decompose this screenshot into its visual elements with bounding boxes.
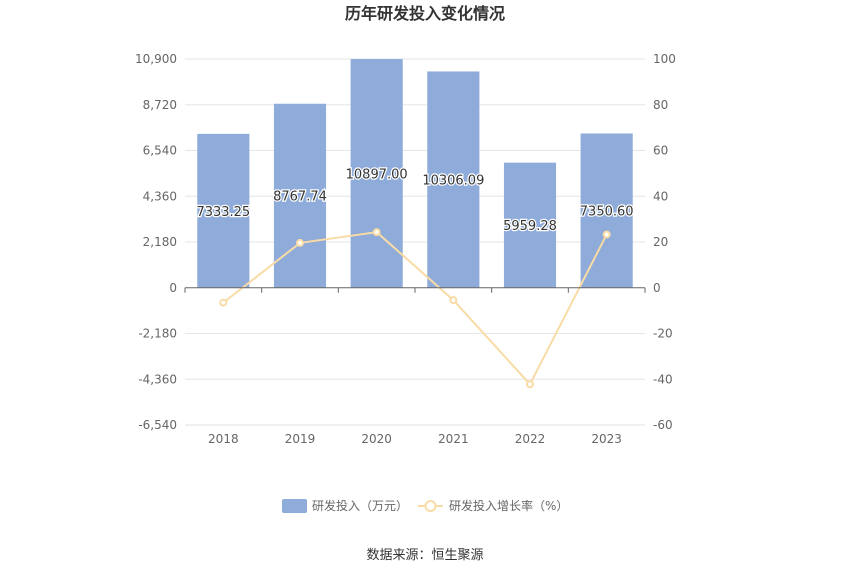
legend-line-label: 研发投入增长率（%） — [449, 498, 568, 513]
legend-line-marker — [424, 500, 437, 512]
right-tick-label: -20 — [653, 327, 673, 341]
left-tick-label: -2,180 — [138, 327, 177, 341]
right-tick-label: 40 — [653, 189, 668, 203]
left-axis: 10,900 8,720 6,540 4,360 2,180 0 -2,180 -4,360 -… — [135, 52, 177, 432]
left-tick-label: -6,540 — [138, 418, 177, 432]
legend-item-bar[interactable]: 研发投入（万元） — [282, 498, 408, 513]
chart-title: 历年研发投入变化情况 — [345, 4, 505, 23]
x-tick-label: 2023 — [591, 432, 622, 446]
left-tick-label: -4,360 — [138, 372, 177, 386]
source-note: 数据来源：恒生聚源 — [366, 548, 483, 563]
bar-series — [197, 59, 633, 288]
bar-2022 — [503, 162, 557, 288]
bar-value-label: 7350.60 — [580, 205, 634, 220]
x-tick-label: 2021 — [438, 432, 469, 446]
legend-item-line[interactable]: 研发投入增长率（%） — [418, 498, 568, 513]
growth-point-2021 — [449, 296, 458, 305]
right-tick-label: 100 — [653, 52, 676, 66]
bar-value-label: 10897.00 — [346, 167, 408, 182]
x-axis: 2018 2019 2020 2021 2022 2023 — [184, 287, 646, 446]
x-tick-label: 2022 — [515, 432, 546, 446]
left-tick-label: 10,900 — [135, 52, 177, 66]
left-tick-label: 6,540 — [143, 144, 177, 158]
bar-value-label: 7333.25 — [196, 205, 250, 220]
growth-point-2023 — [602, 230, 611, 239]
right-tick-label: 0 — [653, 281, 661, 295]
bar-2023 — [580, 133, 633, 288]
bar-value-label: 10306.09 — [422, 174, 484, 189]
growth-rate-line — [222, 231, 608, 387]
legend: 研发投入（万元） 研发投入增长率（%） — [282, 498, 568, 513]
x-tick-label: 2020 — [361, 432, 392, 446]
bar-value-label: 5959.28 — [503, 219, 557, 234]
x-tick-label: 2018 — [208, 432, 239, 446]
bar-2020 — [350, 59, 403, 288]
grid-lines — [185, 58, 645, 426]
growth-point-2018 — [219, 298, 228, 307]
x-tick-label: 2019 — [285, 432, 316, 446]
left-tick-label: 0 — [169, 281, 177, 295]
legend-bar-swatch — [282, 499, 307, 513]
legend-bar-label: 研发投入（万元） — [312, 498, 408, 513]
bar-value-label: 8767.74 — [273, 190, 327, 205]
left-tick-label: 4,360 — [143, 189, 177, 203]
growth-point-2022 — [526, 380, 534, 389]
growth-point-2019 — [296, 238, 304, 247]
data-labels: 7333.25 8767.74 10897.00 10306.09 5959.28 735… — [195, 166, 635, 235]
right-tick-label: 60 — [653, 144, 668, 158]
bar-2018 — [197, 133, 250, 288]
line-series — [219, 228, 611, 389]
right-tick-label: -60 — [653, 418, 673, 432]
right-tick-label: 20 — [653, 235, 668, 249]
bar-2021 — [427, 71, 480, 288]
left-tick-label: 8,720 — [143, 98, 177, 112]
right-tick-label: 80 — [653, 98, 668, 112]
right-tick-label: -40 — [653, 372, 673, 386]
right-axis: 100 80 60 40 20 0 -20 -40 -60 — [653, 52, 676, 432]
left-tick-label: 2,180 — [143, 235, 177, 249]
growth-point-2020 — [372, 228, 381, 237]
